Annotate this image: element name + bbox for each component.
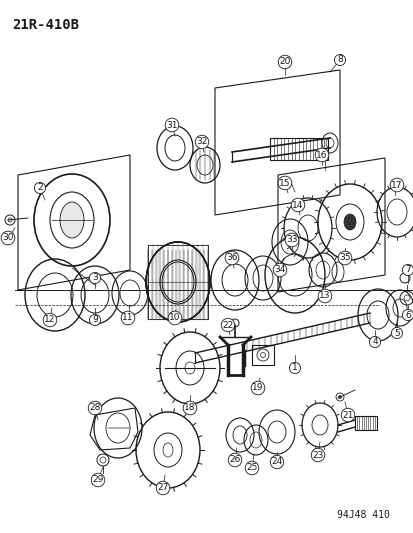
Text: 20: 20 bbox=[279, 58, 290, 67]
Text: 10: 10 bbox=[169, 313, 180, 322]
Ellipse shape bbox=[343, 214, 355, 230]
Text: 22: 22 bbox=[222, 320, 233, 329]
Text: 26: 26 bbox=[229, 456, 240, 464]
Text: 94J48 410: 94J48 410 bbox=[336, 510, 389, 520]
Text: 31: 31 bbox=[166, 120, 177, 130]
Text: 32: 32 bbox=[196, 138, 207, 147]
Text: 4: 4 bbox=[371, 337, 377, 346]
Ellipse shape bbox=[338, 395, 341, 399]
Text: 16: 16 bbox=[316, 150, 327, 159]
Text: 2: 2 bbox=[37, 183, 43, 192]
Bar bbox=[252, 345, 273, 365]
Bar bbox=[269, 138, 327, 160]
Text: 1: 1 bbox=[292, 364, 297, 373]
Text: 21: 21 bbox=[342, 410, 353, 419]
Text: 7: 7 bbox=[404, 265, 410, 274]
Text: 23: 23 bbox=[311, 450, 323, 459]
Text: 34: 34 bbox=[274, 265, 285, 274]
Text: 17: 17 bbox=[390, 181, 402, 190]
Text: 13: 13 bbox=[318, 292, 330, 301]
Text: 18: 18 bbox=[184, 403, 195, 413]
Text: 29: 29 bbox=[92, 475, 103, 484]
Text: 6: 6 bbox=[404, 311, 410, 319]
Text: 14: 14 bbox=[292, 200, 303, 209]
Text: 33: 33 bbox=[285, 236, 297, 245]
Text: 8: 8 bbox=[336, 55, 342, 64]
Bar bbox=[354, 416, 376, 430]
Text: 11: 11 bbox=[122, 313, 133, 322]
Text: 15: 15 bbox=[279, 179, 290, 188]
Text: 19: 19 bbox=[252, 384, 263, 392]
Text: 35: 35 bbox=[338, 254, 350, 262]
Text: 28: 28 bbox=[89, 403, 100, 413]
Text: 3: 3 bbox=[92, 273, 97, 282]
Bar bbox=[147, 245, 207, 319]
Text: 36: 36 bbox=[225, 254, 237, 262]
Ellipse shape bbox=[60, 202, 84, 238]
Text: 25: 25 bbox=[246, 464, 257, 472]
Text: 24: 24 bbox=[271, 457, 282, 466]
Text: 21R-410B: 21R-410B bbox=[12, 18, 79, 32]
Text: 30: 30 bbox=[2, 233, 14, 243]
Text: 9: 9 bbox=[92, 316, 97, 325]
Text: 27: 27 bbox=[157, 483, 168, 492]
Text: 5: 5 bbox=[393, 328, 399, 337]
Text: 12: 12 bbox=[44, 316, 56, 325]
